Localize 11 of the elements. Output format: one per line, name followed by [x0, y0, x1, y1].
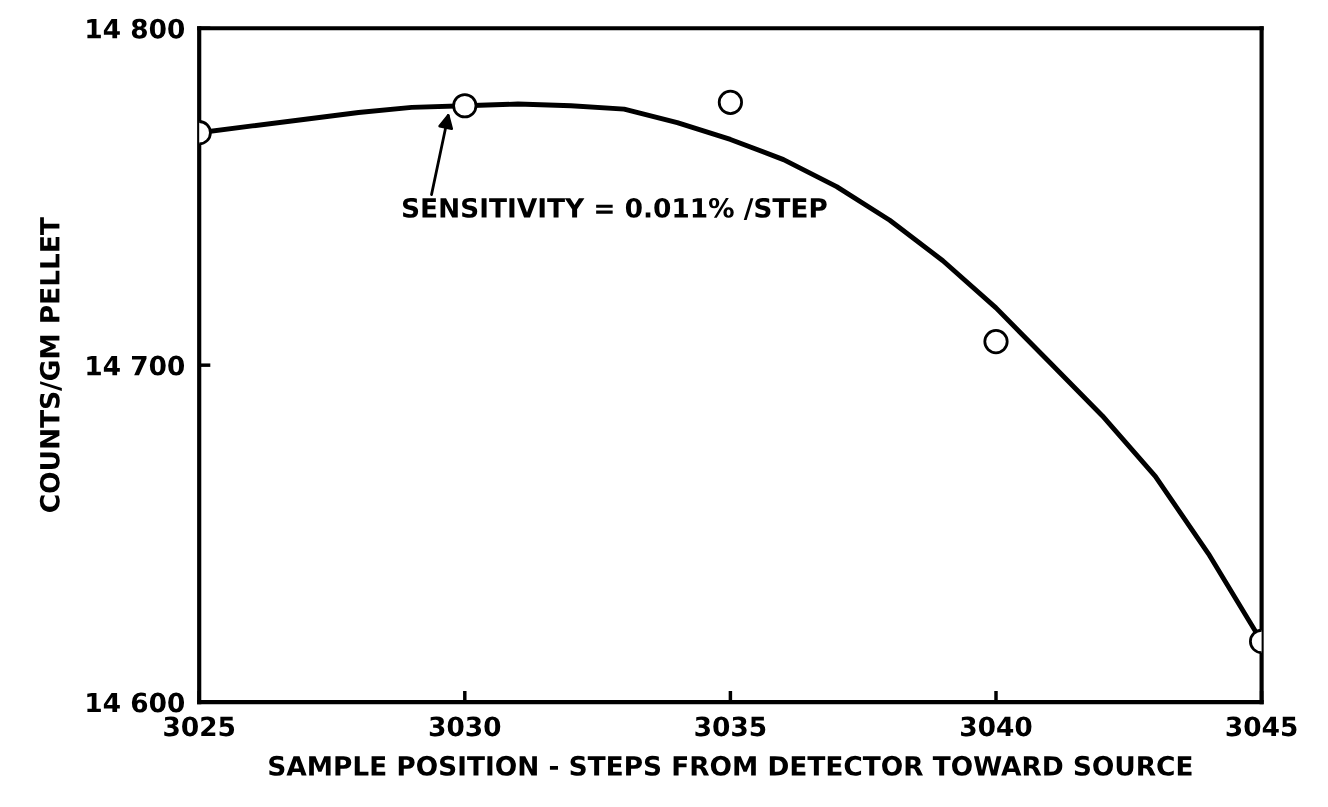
- x-tick-label: 3035: [695, 716, 766, 737]
- y-tick-label: 14 800: [87, 18, 185, 39]
- x-tick-label: 3030: [429, 716, 501, 737]
- x-axis-title: SAMPLE POSITION - STEPS FROM DETECTOR TOWARD SOURCE: [269, 755, 1192, 776]
- x-tick-label: 3045: [1226, 716, 1297, 737]
- x-tick-label: 3040: [961, 716, 1032, 737]
- y-tick-label: 14 700: [87, 355, 185, 376]
- annotation: SENSITIVITY = 0.011% /STEP: [402, 197, 827, 220]
- y-axis-title: COUNTS/GM PELLET: [39, 217, 62, 512]
- y-tick-label: 14 600: [87, 692, 185, 713]
- x-tick-label: 3025: [164, 716, 235, 737]
